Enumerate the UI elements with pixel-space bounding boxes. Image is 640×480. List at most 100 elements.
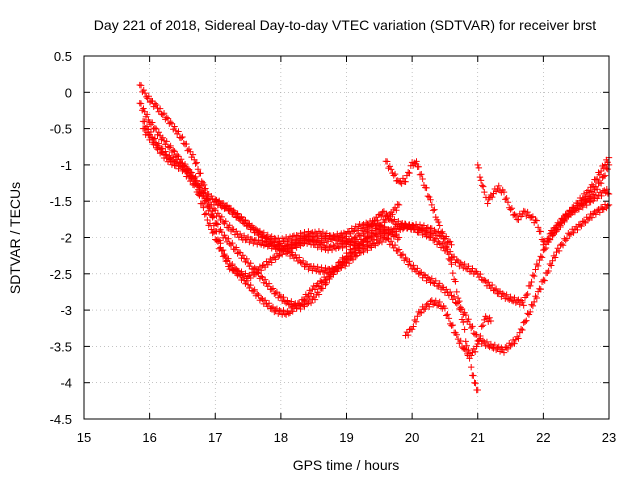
data-point [515,216,522,224]
data-point [477,270,484,278]
data-point [538,254,546,261]
data-point [570,204,577,211]
data-point [311,296,319,303]
data-point [533,217,541,224]
data-point [582,193,589,201]
chart-title: Day 221 of 2018, Sidereal Day-to-day VTE… [94,17,596,33]
data-point [219,199,227,207]
data-point [395,201,403,209]
data-point [477,332,484,340]
data-point [534,262,542,270]
data-point [149,119,156,126]
data-point [431,236,438,244]
data-point [487,340,495,348]
data-point [567,209,575,217]
data-point [145,93,153,100]
data-point [208,192,215,200]
data-point [512,212,520,219]
data-point [293,305,300,312]
data-point [592,176,600,183]
data-point [457,337,464,345]
data-point [225,235,232,242]
data-point [596,209,604,216]
data-point [479,322,487,329]
data-point [448,261,455,268]
data-point [229,239,236,247]
data-point [163,138,170,145]
data-point [155,129,163,136]
data-point [559,241,567,249]
data-point [599,187,607,195]
data-point [604,202,611,210]
data-point [299,257,307,265]
data-point [419,175,426,183]
data-point [378,212,385,219]
data-point [469,323,476,330]
data-point [488,193,496,201]
data-point [137,82,145,89]
data-point [529,271,537,279]
data-point [578,222,585,230]
data-point [151,124,159,132]
data-point [575,200,583,208]
data-point [474,386,481,394]
data-point [408,326,416,333]
data-point [479,337,487,344]
y-tick-label: 0.5 [54,49,72,64]
data-point [349,228,357,235]
data-point [511,340,518,347]
data-point [546,260,554,268]
data-point [294,240,302,248]
data-point [284,297,291,304]
data-point [399,175,407,182]
data-point [222,218,229,225]
data-point [413,158,420,165]
data-point [458,316,466,323]
data-point [484,200,491,207]
series-track-10 [540,186,613,248]
data-point [200,204,207,211]
data-point [395,234,403,241]
data-point [385,226,392,233]
data-point [474,340,481,348]
data-point [465,346,472,354]
data-point [418,309,425,317]
data-point [428,201,436,209]
data-point [481,276,488,284]
data-point [368,244,375,251]
data-point [315,291,323,298]
data-point [435,238,442,245]
data-point [597,180,605,187]
data-point [239,273,247,281]
data-point [340,259,348,266]
data-point [242,216,249,224]
data-point [436,222,443,229]
data-point [462,311,470,319]
data-point [576,221,584,229]
data-point [197,182,205,190]
data-point [189,172,197,180]
data-point [391,241,399,249]
data-point [272,289,279,297]
data-point [334,267,341,275]
data-point [599,205,606,212]
data-point [264,231,271,239]
data-point [404,169,412,176]
data-point [463,342,471,349]
y-axis-label: SDTVAR / TECUs [7,182,23,294]
data-point [558,240,565,248]
data-point [206,220,214,227]
data-point [524,290,531,298]
data-point [580,218,588,225]
data-point [193,177,201,184]
data-point [357,225,365,232]
data-point [476,173,484,181]
data-point [214,221,222,228]
data-point [550,252,558,260]
data-point [360,248,367,256]
data-point [394,201,401,208]
data-point [425,193,433,201]
series-track-8 [402,297,495,359]
data-point [166,144,173,151]
data-point [432,213,439,221]
